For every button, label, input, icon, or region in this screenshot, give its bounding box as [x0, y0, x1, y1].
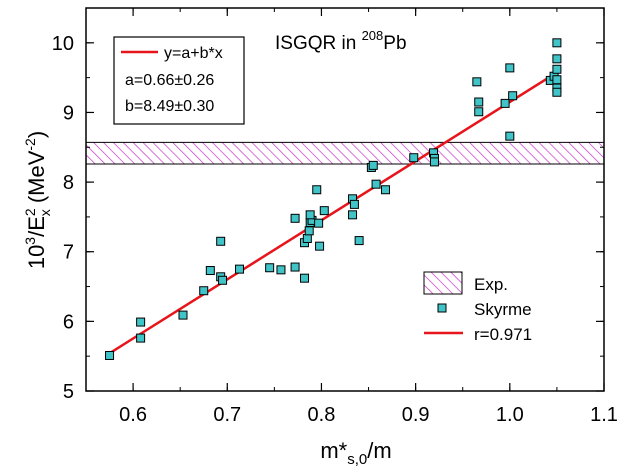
data-point — [265, 263, 275, 273]
fit-line-layer — [108, 71, 558, 355]
legend-exp-swatch — [423, 271, 463, 295]
data-point — [429, 157, 439, 167]
data-point — [505, 63, 515, 73]
data-point — [178, 310, 188, 320]
y-tick-label: 8 — [63, 172, 74, 194]
data-point — [552, 38, 562, 48]
data-point — [315, 241, 325, 251]
data-point — [552, 64, 562, 74]
data-point — [500, 98, 510, 108]
data-point — [409, 153, 419, 163]
data-point — [290, 262, 300, 272]
data-point — [136, 317, 146, 327]
data-point — [290, 213, 300, 223]
data-point — [552, 54, 562, 64]
x-axis-title: m*s,0/m — [320, 438, 391, 468]
data-point — [218, 275, 228, 285]
data-point — [472, 77, 482, 87]
y-tick-label: 9 — [63, 102, 74, 124]
data-point — [552, 87, 562, 97]
data-point — [216, 236, 226, 246]
data-point — [300, 273, 310, 283]
data-point — [348, 210, 358, 220]
data-point — [505, 131, 515, 141]
x-tick-label: 0.9 — [402, 404, 430, 426]
data-point — [349, 199, 359, 209]
data-point — [474, 107, 484, 117]
ticks-layer: 0.6 0.7 0.8 0.9 1.0 1.1 5 6 7 8 9 10 — [52, 7, 618, 426]
data-point — [205, 266, 215, 276]
data-point — [199, 286, 209, 296]
data-point — [474, 97, 484, 107]
data-point — [354, 236, 364, 246]
fit-box-a: a=0.66±0.26 — [125, 72, 214, 89]
x-tick-label: 0.6 — [119, 404, 147, 426]
data-point — [304, 226, 314, 236]
data-point — [235, 264, 245, 274]
data-point — [371, 179, 381, 189]
chart-annotation: ISGQR in 208Pb — [275, 28, 407, 54]
data-point — [305, 210, 315, 220]
legend: Exp. Skyrme r=0.971 — [423, 271, 532, 344]
x-tick-label: 1.0 — [496, 404, 524, 426]
plot-frame — [85, 7, 605, 392]
y-tick-label: 10 — [52, 33, 74, 55]
x-tick-label: 0.8 — [308, 404, 336, 426]
legend-skyrme-marker — [437, 303, 447, 313]
data-point — [368, 160, 378, 170]
legend-exp-label: Exp. — [474, 275, 508, 294]
x-tick-label: 0.7 — [213, 404, 241, 426]
fit-parameter-box: y=a+b*x a=0.66±0.26 b=8.49±0.30 — [113, 36, 245, 125]
data-point — [314, 218, 324, 228]
data-point — [319, 206, 329, 216]
data-point — [302, 233, 312, 243]
y-tick-label: 7 — [63, 242, 74, 264]
data-points-layer — [105, 38, 562, 360]
legend-skyrme-label: Skyrme — [474, 300, 532, 319]
data-point — [312, 185, 322, 195]
fit-line — [108, 71, 558, 355]
data-point — [380, 185, 390, 195]
x-tick-label: 1.1 — [590, 404, 618, 426]
fit-box-equation: y=a+b*x — [164, 45, 223, 62]
y-tick-label: 6 — [63, 311, 74, 333]
exp-band — [86, 142, 604, 164]
data-point — [105, 350, 115, 360]
y-axis-title: 103/E2x (MeV-2) — [22, 131, 53, 269]
data-point — [552, 75, 562, 85]
data-point — [508, 91, 518, 101]
data-point — [276, 265, 286, 275]
fit-box-b: b=8.49±0.30 — [125, 98, 214, 115]
data-point — [136, 333, 146, 343]
y-tick-label: 5 — [63, 381, 74, 403]
legend-r-label: r=0.971 — [474, 325, 532, 344]
exp-band-layer — [86, 141, 604, 165]
